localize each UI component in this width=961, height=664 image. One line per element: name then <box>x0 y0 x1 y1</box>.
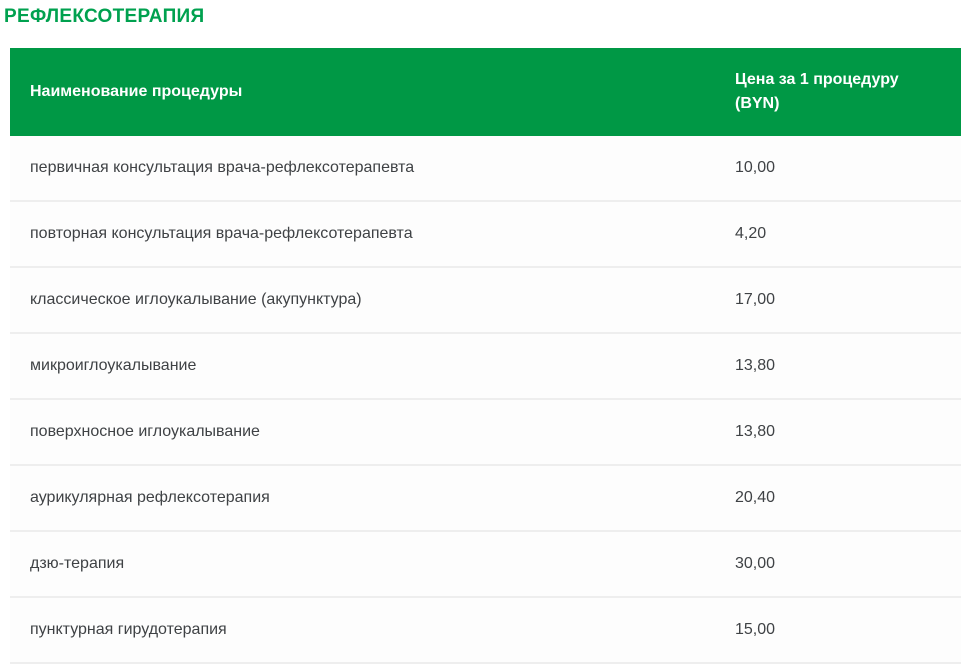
price-cell: 4,20 <box>735 225 767 242</box>
table-header-row: Наименование процедуры Цена за 1 процеду… <box>10 48 961 136</box>
page-title: РЕФЛЕКСОТЕРАПИЯ <box>4 6 205 27</box>
price-table: Наименование процедуры Цена за 1 процеду… <box>10 48 961 664</box>
procedure-name-cell: аурикулярная рефлексотерапия <box>30 489 270 506</box>
price-cell: 20,40 <box>735 489 776 506</box>
price-cell: 13,80 <box>735 423 776 440</box>
table-row: аурикулярная рефлексотерапия 20,40 <box>10 466 961 532</box>
procedure-name-cell: дзю-терапия <box>30 555 125 572</box>
column-header-price: Цена за 1 процедуру (BYN) <box>735 71 899 112</box>
price-cell: 17,00 <box>735 291 776 308</box>
table-row: дзю-терапия 30,00 <box>10 532 961 598</box>
procedure-name-cell: пунктурная гирудотерапия <box>30 621 227 638</box>
column-header-procedure-name: Наименование процедуры <box>30 83 243 100</box>
procedure-name-cell: повторная консультация врача-рефлексотер… <box>30 225 413 242</box>
table-row: поверхносное иглоукалывание 13,80 <box>10 400 961 466</box>
table-row: повторная консультация врача-рефлексотер… <box>10 202 961 268</box>
price-cell: 10,00 <box>735 159 776 176</box>
procedure-name-cell: микроиглоукалывание <box>30 357 197 374</box>
price-cell: 13,80 <box>735 357 776 374</box>
table-row: микроиглоукалывание 13,80 <box>10 334 961 400</box>
table-row: первичная консультация врача-рефлексотер… <box>10 136 961 202</box>
procedure-name-cell: классическое иглоукалывание (акупунктура… <box>30 291 362 308</box>
price-cell: 30,00 <box>735 555 776 572</box>
table-row: пунктурная гирудотерапия 15,00 <box>10 598 961 664</box>
procedure-name-cell: первичная консультация врача-рефлексотер… <box>30 159 415 176</box>
procedure-name-cell: поверхносное иглоукалывание <box>30 423 260 440</box>
table-row: классическое иглоукалывание (акупунктура… <box>10 268 961 334</box>
price-cell: 15,00 <box>735 621 776 638</box>
